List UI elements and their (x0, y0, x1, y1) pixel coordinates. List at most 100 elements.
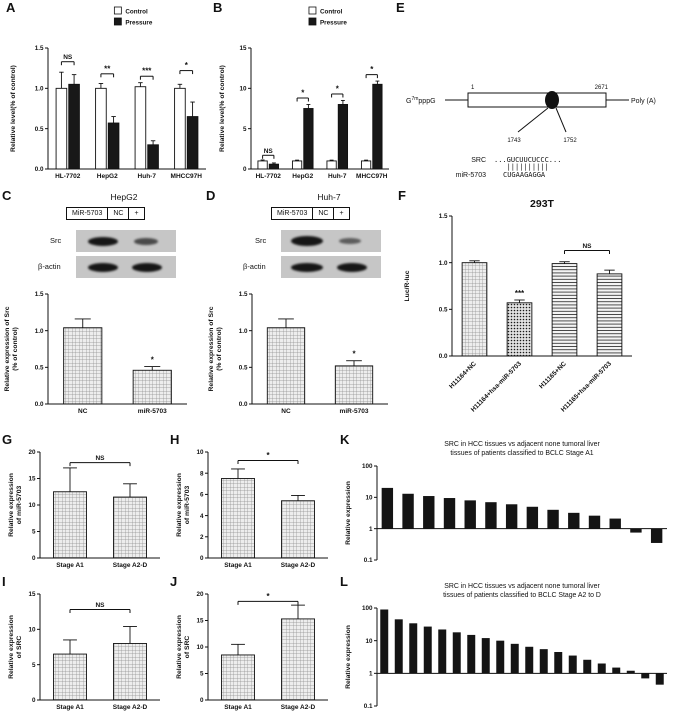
svg-text:1.0: 1.0 (35, 328, 44, 335)
svg-text:0: 0 (32, 555, 36, 562)
svg-text:Stage A1: Stage A1 (224, 562, 252, 569)
svg-text:(% of control): (% of control) (12, 327, 19, 371)
svg-text:0.0: 0.0 (239, 401, 248, 408)
actin-row-label-d: β-actin (243, 262, 266, 271)
svg-text:0.5: 0.5 (35, 126, 44, 133)
svg-text:HepG2: HepG2 (97, 173, 118, 180)
svg-text:Stage A2-D: Stage A2-D (113, 562, 148, 569)
svg-text:1.5: 1.5 (35, 45, 44, 52)
svg-text:tissues of patients classified: tissues of patients classified to BCLC S… (450, 450, 593, 457)
svg-text:Relative expression: Relative expression (345, 481, 352, 545)
svg-text:SRC in HCC tissues vs adjacent: SRC in HCC tissues vs adjacent none tumo… (444, 441, 600, 448)
svg-text:HL-7702: HL-7702 (55, 173, 81, 180)
band-src-plus (339, 238, 361, 244)
svg-text:0: 0 (200, 697, 204, 704)
svg-text:4: 4 (200, 513, 204, 520)
svg-text:tissues of patients classified: tissues of patients classified to BCLC S… (443, 592, 601, 599)
svg-text:5: 5 (32, 662, 36, 669)
svg-text:Huh-7: Huh-7 (138, 173, 157, 180)
svg-text:100: 100 (362, 605, 373, 612)
chart-panel-l: SRC in HCC tissues vs adjacent none tumo… (345, 583, 667, 710)
src-label: SRC (471, 157, 486, 164)
svg-text:NS: NS (63, 54, 73, 61)
western-blot-actin-d (281, 256, 381, 278)
panel-e-mrna-diagram: G7mpppG 1 2671 Poly (A) 1743 1752 SRC ..… (406, 85, 656, 179)
svg-text:NC: NC (281, 408, 291, 415)
svg-text:10: 10 (239, 86, 247, 93)
position-1743: 1743 (507, 138, 521, 144)
svg-text:1.0: 1.0 (35, 86, 44, 93)
svg-text:*: * (352, 350, 356, 359)
svg-text:0: 0 (200, 555, 204, 562)
panel-label-a: A (6, 0, 16, 15)
pointer-line-left (517, 107, 549, 133)
panel-label-l: L (340, 574, 348, 589)
band-actin-nc (88, 263, 118, 272)
plus-label: + (134, 210, 139, 217)
svg-text:1.5: 1.5 (35, 291, 44, 298)
svg-text:Pressure: Pressure (320, 20, 347, 27)
svg-text:0.0: 0.0 (439, 353, 448, 360)
pointer-line-right (555, 107, 567, 133)
svg-text:NC: NC (78, 408, 88, 415)
svg-text:***: *** (142, 67, 152, 76)
svg-text:Stage A2-D: Stage A2-D (113, 704, 148, 711)
src-row-label-c: Src (50, 236, 62, 245)
panel-label-j: J (170, 574, 178, 589)
box-end-number: 2671 (595, 85, 609, 91)
svg-text:0.5: 0.5 (439, 307, 448, 314)
svg-text:0.0: 0.0 (35, 166, 44, 173)
svg-text:10: 10 (196, 644, 204, 651)
svg-text:15: 15 (28, 476, 36, 483)
chart-panel-i: 0 5 10 15 Relative expression of SRC Stage A1 S… (8, 591, 160, 711)
svg-text:20: 20 (196, 591, 204, 598)
svg-text:10: 10 (365, 495, 373, 502)
band-actin-nc (291, 263, 323, 272)
svg-text:*: * (301, 89, 305, 98)
svg-text:1: 1 (369, 526, 373, 533)
band-src-plus (134, 238, 158, 245)
svg-text:SRC in HCC tissues vs adjacent: SRC in HCC tissues vs adjacent none tumo… (444, 583, 600, 590)
svg-text:H11164+hsa-miR-5703: H11164+hsa-miR-5703 (470, 360, 523, 413)
panel-label-d: D (206, 188, 216, 203)
svg-text:Stage A2-D: Stage A2-D (281, 562, 316, 569)
panel-label-g: G (2, 432, 13, 447)
svg-text:*: * (266, 592, 270, 601)
plus-label: + (339, 210, 344, 217)
svg-text:10: 10 (196, 449, 204, 456)
svg-text:(% of control): (% of control) (216, 327, 223, 371)
svg-text:Relative expression of Src: Relative expression of Src (208, 306, 215, 391)
svg-text:Relative expression: Relative expression (176, 615, 183, 679)
chart-panel-h: 0 2 4 6 8 10 Relative expression of miR-5703 Sta… (176, 449, 328, 569)
svg-text:**: ** (104, 64, 111, 73)
svg-text:0.5: 0.5 (239, 365, 248, 372)
svg-text:Control: Control (125, 9, 148, 16)
svg-text:NS: NS (582, 243, 592, 250)
svg-text:*: * (185, 61, 189, 70)
svg-text:H11164+NC: H11164+NC (448, 360, 478, 390)
src-sequence: ...GUCUUCUCCC... (494, 156, 561, 164)
svg-text:NS: NS (95, 602, 105, 609)
svg-text:HL-7702: HL-7702 (256, 173, 282, 180)
chart-panel-a: 0.0 0.5 1.0 1.5 Relative level(% of control)… (10, 6, 206, 180)
svg-text:8: 8 (200, 470, 204, 477)
svg-text:miR-5703: miR-5703 (138, 408, 167, 415)
svg-text:1.5: 1.5 (239, 291, 248, 298)
svg-text:15: 15 (239, 45, 247, 52)
poly-a-label: Poly (A) (631, 98, 656, 105)
svg-text:5: 5 (32, 529, 36, 536)
svg-text:Luc/R-luc: Luc/R-luc (404, 270, 411, 301)
svg-text:1: 1 (369, 671, 373, 678)
svg-text:*: * (151, 356, 155, 365)
western-blot-src-c (76, 230, 176, 252)
band-src-nc (88, 237, 118, 246)
svg-text:6: 6 (200, 492, 204, 499)
svg-text:of miR-5703: of miR-5703 (16, 486, 23, 525)
svg-text:20: 20 (28, 449, 36, 456)
svg-text:1.0: 1.0 (439, 260, 448, 267)
svg-text:2: 2 (200, 534, 204, 541)
mir-label: MiR-5703 (272, 208, 314, 219)
panel-label-b: B (213, 0, 223, 15)
svg-text:MHCC97H: MHCC97H (356, 173, 388, 180)
